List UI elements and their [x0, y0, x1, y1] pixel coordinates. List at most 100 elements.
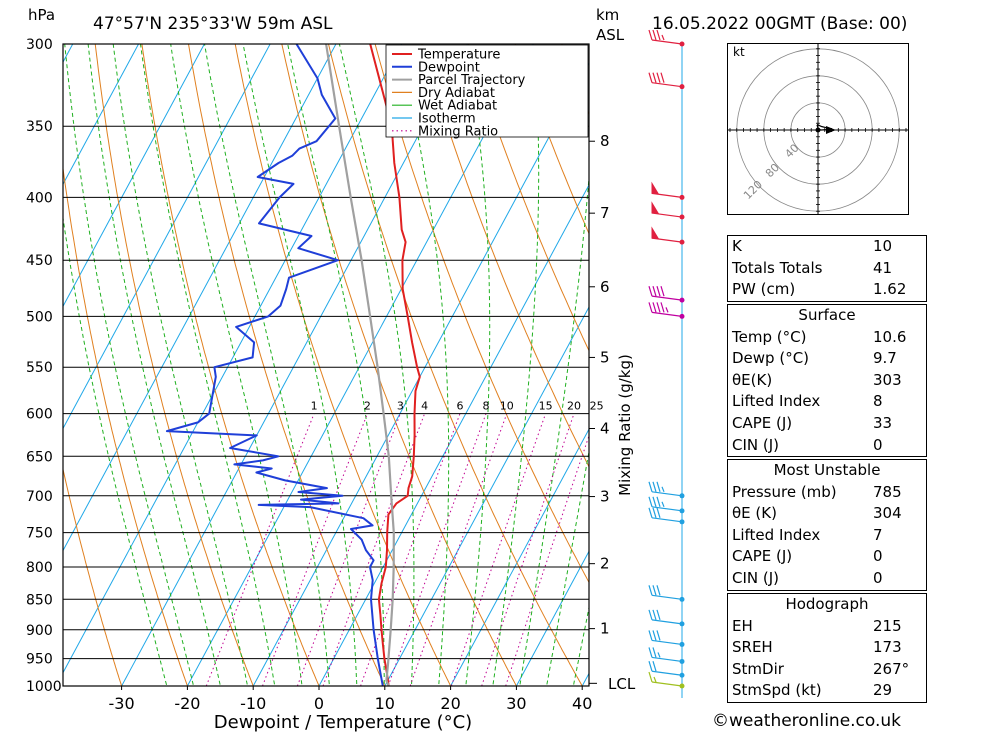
mixing-ratio-label: 4	[421, 400, 428, 413]
legend-label: Mixing Ratio	[418, 124, 498, 139]
wind-barb-full	[656, 496, 661, 508]
index-value: 173	[873, 638, 902, 657]
wind-barb-full	[656, 630, 661, 641]
index-label: Lifted Index	[732, 525, 821, 544]
x-axis-label: Dewpoint / Temperature (°C)	[214, 712, 472, 733]
wind-barb-full	[652, 481, 657, 492]
wind-barb-full	[648, 481, 653, 492]
wind-barb-staff	[651, 212, 683, 218]
wind-barb-full	[656, 507, 661, 518]
index-label: EH	[732, 616, 753, 635]
index-box-most-unstable: Most Unstable Pressure (mb) 785 θE (K) 304…	[727, 459, 927, 591]
isotherm-line	[63, 44, 205, 308]
legend-label: Wet Adiabat	[418, 99, 497, 114]
x-tick-label: 10	[375, 694, 395, 713]
km-tick-label: 7	[600, 204, 610, 222]
km-tick-label: 2	[600, 555, 610, 573]
index-box-surface: Surface Temp (°C) 10.6 Dewp (°C) 9.7 θE(K)…	[727, 304, 927, 458]
index-value: 304	[873, 504, 902, 523]
wind-barb-full	[652, 72, 657, 83]
mixing-ratio-label: 25	[590, 400, 604, 413]
isotherm-line	[121, 44, 469, 686]
mixing-ratio-label: 2	[364, 400, 371, 413]
mixing-ratio-line	[387, 413, 487, 686]
storm-motion-marker	[825, 126, 836, 134]
wind-barb-staff	[651, 39, 683, 45]
copyright-footer[interactable]: ©weatheronline.co.uk	[712, 711, 902, 731]
pressure-tick-label: 850	[26, 592, 53, 608]
hodograph-unit-label: kt	[733, 45, 745, 59]
hodograph-ring-label: 120	[741, 178, 765, 202]
temperature-tick-labels: -30 -20 -10 0 10 20 30 40	[109, 686, 592, 713]
wind-barb-staff	[651, 594, 683, 600]
dry-adiabat-line	[94, 44, 254, 686]
pressure-tick-label: 300	[26, 37, 53, 53]
height-unit-label-asl: ASL	[596, 26, 625, 44]
parcel-trajectory-line	[325, 44, 395, 686]
wind-barb-full	[660, 72, 665, 83]
wind-barb-full	[656, 285, 661, 297]
index-label: CAPE (J)	[732, 413, 793, 432]
index-row: PW (cm) 1.62	[728, 279, 926, 301]
wind-barb-half	[657, 652, 661, 658]
index-label: CIN (J)	[732, 435, 780, 454]
index-label: CIN (J)	[732, 568, 780, 587]
wind-barb-full	[648, 609, 653, 621]
index-value: 10	[873, 237, 893, 255]
dry-adiabat-line	[187, 44, 386, 686]
temperature-line	[369, 44, 421, 686]
wind-barb-staff	[651, 491, 683, 497]
index-value: 267°	[873, 659, 910, 678]
wind-barb-staff	[651, 506, 683, 512]
isotherm-line	[0, 26, 17, 712]
wet-adiabat-line	[398, 44, 450, 686]
wind-barb-staff	[651, 656, 683, 663]
index-row: Pressure (mb) 785	[728, 482, 926, 504]
index-value: 10.6	[873, 327, 907, 346]
index-row: Lifted Index 8	[728, 391, 926, 413]
km-tick-label: 5	[600, 348, 610, 366]
wind-profile	[648, 29, 685, 698]
mixing-ratio-label: 3	[397, 400, 404, 413]
index-value: 41	[873, 258, 893, 277]
wind-barb-full	[656, 302, 661, 313]
mixing-ratio-line	[322, 413, 426, 686]
index-row: Totals Totals 41	[728, 258, 926, 280]
wind-barb-full	[652, 285, 657, 297]
wind-barb-full	[648, 671, 653, 683]
wet-adiabat-line	[338, 44, 415, 686]
index-row: θE (K) 304	[728, 503, 926, 525]
index-value: 303	[873, 370, 902, 389]
index-value: 215	[873, 616, 902, 635]
wind-barb-flag	[651, 201, 659, 214]
pressure-tick-label: 900	[26, 623, 53, 639]
x-tick-label: 20	[440, 694, 460, 713]
index-row: Lifted Index 7	[728, 525, 926, 547]
wet-adiabat-line	[170, 44, 303, 686]
dry-adiabat-line	[141, 44, 320, 686]
index-label: θE (K)	[732, 504, 777, 523]
hodograph-ring-label: 40	[782, 141, 801, 160]
pressure-tick-label: 950	[26, 652, 53, 668]
legend-label: Temperature	[417, 48, 500, 63]
wind-barb-full	[652, 661, 657, 672]
mixing-ratio-label: 1	[311, 400, 318, 413]
wind-barb-full	[652, 302, 657, 313]
hodograph-origin	[815, 127, 821, 133]
index-value: 7	[873, 525, 883, 544]
index-label: StmSpd (kt)	[732, 681, 822, 700]
wind-barb-full	[648, 496, 653, 508]
legend-box	[385, 44, 589, 138]
wind-barb-full	[656, 609, 661, 621]
wet-adiabat-line	[64, 44, 195, 686]
mixing-ratio-label: 6	[457, 400, 464, 413]
dry-adiabat-line	[234, 44, 452, 686]
wind-barb-staff	[651, 295, 683, 301]
wet-adiabat-line	[87, 44, 221, 686]
mixing-ratio-labels: 1 2 3 4 6 8 10 15 20 25	[311, 400, 604, 413]
index-row: StmSpd (kt) 29	[728, 680, 926, 702]
wind-barb-full	[652, 507, 657, 518]
